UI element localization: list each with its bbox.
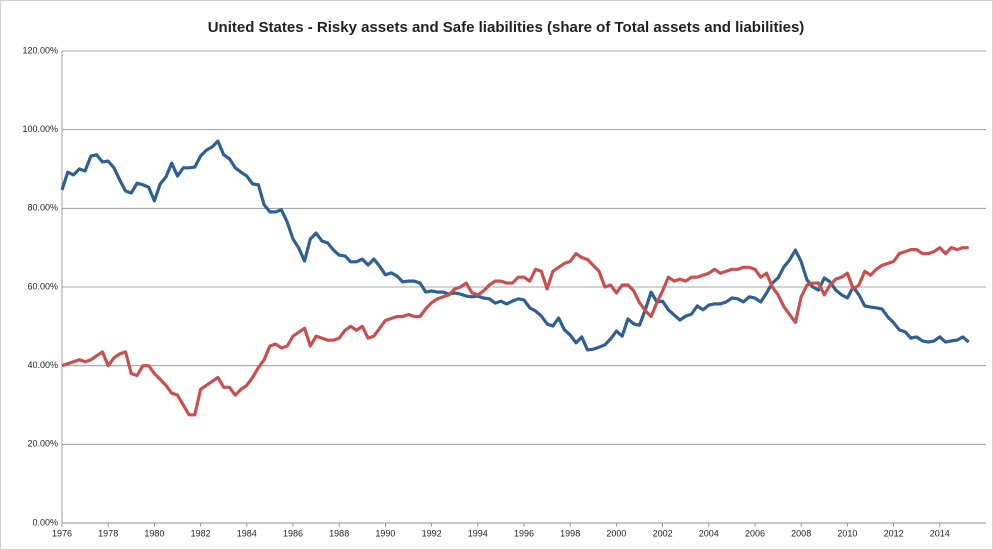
x-tick-label: 1984 [237, 528, 257, 538]
x-tick-label: 1978 [98, 528, 118, 538]
line-series [61, 246, 969, 417]
x-tick-label: 2002 [653, 528, 673, 538]
x-tick-label: 2010 [837, 528, 857, 538]
x-tick-label: 1994 [468, 528, 488, 538]
y-tick-label: 40.00% [27, 360, 58, 370]
y-tick-label: 100.00% [22, 124, 58, 134]
y-tick-label: 20.00% [27, 439, 58, 449]
line-series [60, 139, 970, 352]
x-tick-label: 1988 [329, 528, 349, 538]
x-tick-label: 2012 [884, 528, 904, 538]
x-tick-label: 2008 [791, 528, 811, 538]
x-tick-label: 1976 [52, 528, 72, 538]
x-tick-label: 1996 [514, 528, 534, 538]
x-tick-label: 1990 [375, 528, 395, 538]
x-tick-label: 2000 [606, 528, 626, 538]
y-tick-label: 60.00% [27, 281, 58, 291]
x-tick-label: 2006 [745, 528, 765, 538]
x-tick-label: 2004 [699, 528, 719, 538]
y-tick-label: 120.00% [22, 45, 58, 55]
y-tick-label: 80.00% [27, 203, 58, 213]
x-tick-label: 1980 [144, 528, 164, 538]
x-tick-label: 1986 [283, 528, 303, 538]
x-tick-label: 2014 [930, 528, 950, 538]
chart-title: United States - Risky assets and Safe li… [208, 19, 805, 36]
x-tick-label: 1982 [191, 528, 211, 538]
y-tick-label: 0.00% [32, 517, 58, 527]
x-tick-label: 1998 [560, 528, 580, 538]
x-tick-label: 1992 [422, 528, 442, 538]
